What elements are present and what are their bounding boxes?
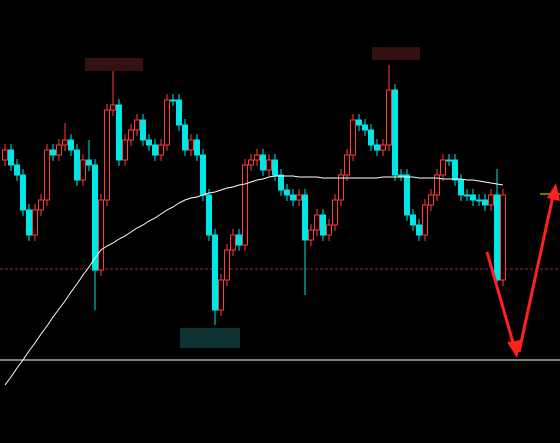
candle-body [446,159,452,162]
candle-body [200,154,206,196]
candle-body [350,119,356,156]
candle-body [458,179,464,196]
candle-body [32,209,38,236]
candle-body [482,199,488,206]
candle-body [332,199,338,226]
candle-body [14,164,20,176]
candle-body [266,159,272,171]
candle-body [80,159,86,181]
candle-body [260,154,266,171]
candle-body [212,234,218,311]
candle-body [98,199,104,271]
candle-body [434,174,440,196]
candle-body [50,149,56,156]
candle-body [248,159,254,166]
arrow-up [517,195,555,353]
candle-body [74,149,80,181]
candle-body [320,214,326,236]
candle-body [452,159,458,181]
candle-body [188,139,194,151]
candle-body [470,194,476,201]
candle-body [296,194,302,201]
candle-body [26,209,32,236]
candle-body [152,144,158,156]
candle-body [110,104,116,111]
candle-body [44,149,50,201]
candle-body [476,199,482,202]
candle-body [302,194,308,241]
candle-body [164,99,170,146]
candle-body [386,89,392,146]
candle-body [140,119,146,141]
plot-area [0,65,560,386]
candle-body [224,249,230,281]
candle-body [500,194,506,281]
candle-body [242,164,248,246]
candle-body [290,194,296,201]
annotation-arrows [485,183,560,358]
blurred-label [180,328,240,348]
candle-body [494,194,500,281]
candle-body [182,124,188,151]
candle-body [170,99,176,102]
candle-body [194,139,200,156]
candle-body [392,89,398,176]
candle-body [8,149,14,166]
candle-body [38,199,44,211]
candle-body [326,224,332,236]
blurred-label [372,47,420,60]
candle-body [254,154,260,161]
candle-body [362,124,368,131]
candle-body [218,279,224,311]
candle-body [20,174,26,211]
candle-body [344,154,350,176]
candle-body [56,144,62,156]
arrow-head [547,183,560,201]
candle-body [284,189,290,196]
candle-body [116,104,122,161]
arrow-down [485,251,516,347]
candle-body [2,149,8,161]
moving-average-line [4,175,504,386]
candle-body [134,119,140,131]
candle-body [146,139,152,146]
candle-body [206,194,212,236]
candle-body [416,224,422,236]
candle-body [86,159,92,166]
candle-body [422,204,428,236]
candle-body [314,214,320,231]
blurred-label [85,58,143,71]
candle-body [278,174,284,191]
candle-body [122,139,128,161]
candle-body [380,144,386,151]
candle-body [410,214,416,226]
candle-body [488,194,494,206]
candle-body [128,129,134,141]
candle-body [374,144,380,151]
candle-body [404,174,410,216]
candle-body [428,194,434,206]
candle-body [464,194,470,197]
candle-body [308,229,314,241]
candle-body [92,164,98,271]
candle-body [338,174,344,201]
candle-body [158,144,164,156]
candle-body [104,109,110,201]
candle-body [62,139,68,146]
candle-body [272,159,278,176]
candle-body [230,234,236,251]
candle-body [176,99,182,126]
candle-body [68,139,74,151]
candle-body [236,234,242,246]
candle-body [398,174,404,177]
candle-body [440,159,446,176]
candle-body [368,129,374,146]
candle-body [356,119,362,126]
arrow-head [507,340,521,358]
